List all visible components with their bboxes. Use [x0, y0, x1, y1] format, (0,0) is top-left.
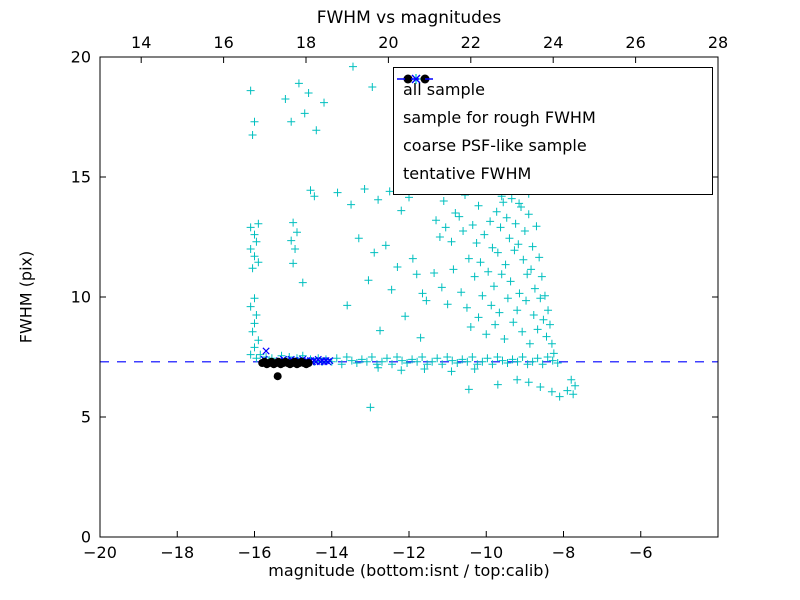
svg-text:10: 10 — [71, 288, 91, 307]
x-axis-label: magnitude (bottom:isnt / top:calib) — [268, 561, 550, 580]
svg-text:−18: −18 — [160, 543, 194, 562]
svg-text:20: 20 — [378, 33, 398, 52]
legend-label: sample for rough FWHM — [403, 107, 596, 127]
svg-text:−16: −16 — [238, 543, 272, 562]
chart-title: FWHM vs magnitudes — [316, 8, 502, 28]
svg-text:26: 26 — [625, 33, 645, 52]
legend: all sample sample for rough FWHM coarse PS… — [393, 67, 713, 195]
svg-text:−20: −20 — [83, 543, 117, 562]
legend-entry: tentative FWHM — [397, 78, 703, 187]
legend-label: all sample — [403, 79, 485, 99]
svg-text:24: 24 — [543, 33, 563, 52]
y-axis-label: FWHM (pix) — [16, 250, 36, 344]
dashed-line-marker-icon — [397, 78, 439, 80]
legend-label: tentative FWHM — [403, 163, 532, 183]
svg-text:28: 28 — [708, 33, 728, 52]
svg-text:15: 15 — [71, 168, 91, 187]
svg-text:5: 5 — [81, 408, 91, 427]
svg-text:14: 14 — [131, 33, 151, 52]
svg-text:−12: −12 — [392, 543, 426, 562]
svg-text:18: 18 — [296, 33, 316, 52]
svg-text:−6: −6 — [629, 543, 653, 562]
svg-text:20: 20 — [71, 48, 91, 67]
svg-text:22: 22 — [461, 33, 481, 52]
legend-entry: all sample — [403, 74, 703, 103]
svg-text:16: 16 — [213, 33, 233, 52]
svg-text:−8: −8 — [552, 543, 576, 562]
svg-text:0: 0 — [81, 528, 91, 547]
legend-entry: coarse PSF-like sample — [403, 74, 703, 159]
svg-text:−14: −14 — [315, 543, 349, 562]
legend-entry: sample for rough FWHM — [403, 74, 703, 131]
svg-text:−10: −10 — [469, 543, 503, 562]
legend-label: coarse PSF-like sample — [403, 135, 587, 155]
